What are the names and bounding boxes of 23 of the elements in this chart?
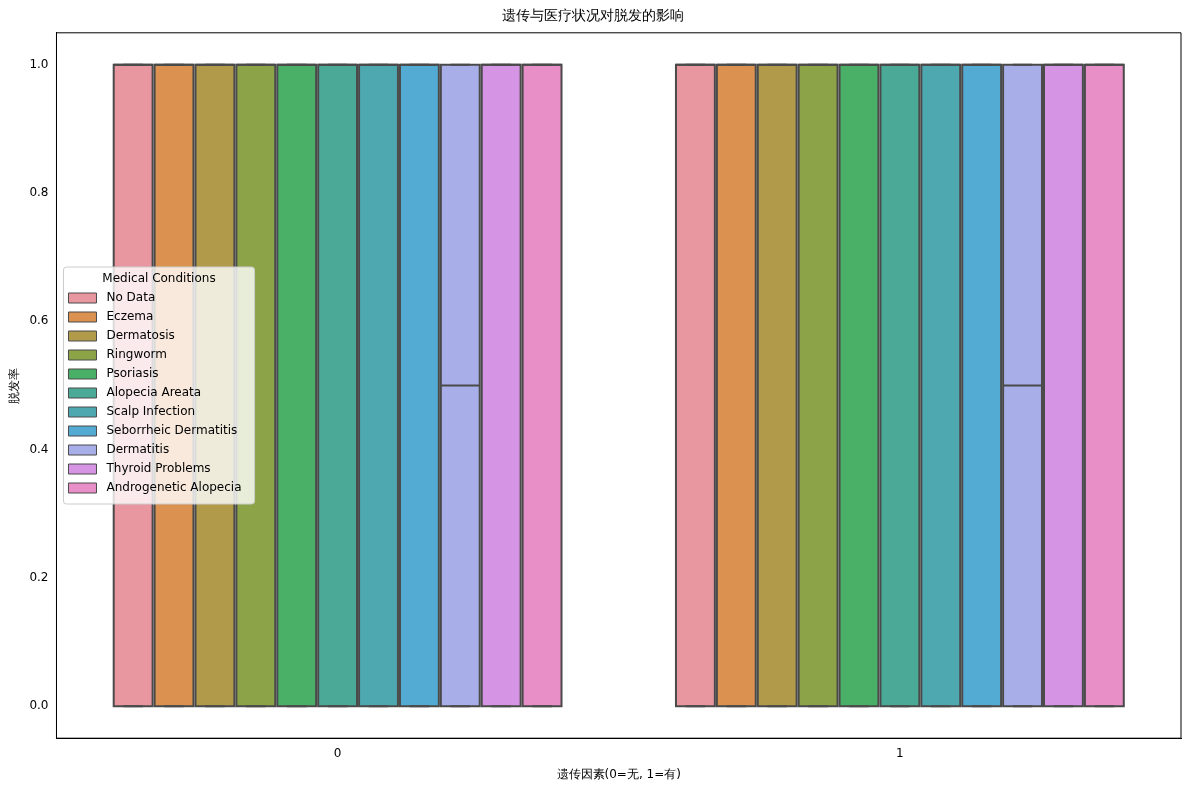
legend-label: Psoriasis bbox=[106, 366, 159, 381]
y-tick-label: 0.4 bbox=[29, 441, 49, 456]
x-tick-label: 1 bbox=[896, 745, 904, 760]
legend-label: Thyroid Problems bbox=[105, 461, 211, 476]
legend-label: Dermatosis bbox=[106, 328, 175, 343]
legend-label: Seborrheic Dermatitis bbox=[106, 423, 238, 438]
legend-title: Medical Conditions bbox=[102, 271, 216, 286]
legend-label: No Data bbox=[106, 290, 156, 305]
y-tick-label: 0.6 bbox=[29, 313, 49, 328]
chart-title: 遗传与医疗状况对脱发的影响 bbox=[501, 7, 684, 24]
y-axis-title: 脱发率 bbox=[7, 367, 22, 404]
x-tick-label: 0 bbox=[333, 745, 342, 760]
legend-label: Alopecia Areata bbox=[106, 385, 202, 400]
legend-label: Androgenetic Alopecia bbox=[106, 480, 242, 495]
y-tick-label: 1.0 bbox=[29, 56, 49, 71]
y-tick-label: 0.8 bbox=[29, 185, 49, 200]
legend-label: Dermatitis bbox=[106, 442, 170, 457]
legend-label: Scalp Infection bbox=[106, 404, 196, 419]
legend-label: Ringworm bbox=[106, 347, 167, 362]
y-tick-label: 0.0 bbox=[29, 698, 49, 713]
x-axis-title: 遗传因素(0=无, 1=有) bbox=[556, 766, 681, 781]
y-tick-label: 0.2 bbox=[29, 570, 49, 585]
legend-label: Eczema bbox=[106, 309, 154, 324]
